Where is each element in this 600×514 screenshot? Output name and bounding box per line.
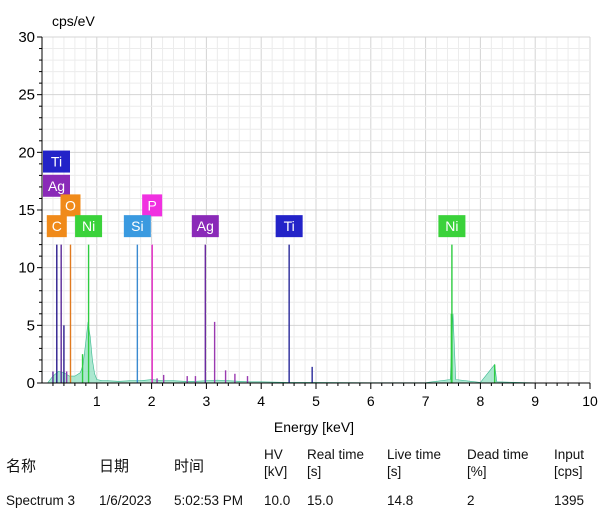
header-real-time-unit: [s]	[307, 464, 322, 479]
cell-name: Spectrum 3	[6, 493, 76, 508]
element-label-box	[275, 215, 303, 238]
x-tick-label: 2	[148, 393, 156, 409]
element-label-box	[43, 174, 70, 197]
cell-dead-time: 2	[467, 493, 475, 508]
element-label-box	[75, 215, 103, 238]
header-date: 日期	[99, 458, 130, 475]
chart-grid	[42, 36, 591, 383]
y-tick-label: 15	[18, 202, 35, 219]
header-live-time-unit: [s]	[387, 464, 402, 479]
header-input-unit: [cps]	[554, 464, 583, 479]
cell-live-time: 14.8	[387, 493, 414, 508]
y-tick-label: 30	[18, 29, 35, 46]
cell-time: 5:02:53 PM	[174, 493, 244, 508]
header-real-time: Real time	[307, 447, 365, 462]
peak-lines	[52, 244, 496, 383]
element-label-box	[123, 215, 151, 238]
x-tick-label: 4	[257, 393, 265, 409]
cell-input: 1395	[554, 493, 585, 508]
element-label-box	[46, 215, 67, 238]
element-label: Ti	[51, 154, 62, 170]
y-tick-label: 10	[18, 260, 35, 277]
y-tick-label: 25	[18, 87, 35, 104]
header-live-time: Live time	[387, 447, 442, 462]
y-tick-label: 5	[27, 317, 35, 334]
element-label: Ti	[284, 218, 295, 234]
element-label: O	[65, 197, 76, 213]
element-label-box	[43, 150, 70, 173]
y-tick-label: 20	[18, 144, 35, 161]
element-label-box	[60, 194, 81, 217]
x-tick-label: 5	[312, 393, 320, 409]
x-tick-label: 3	[203, 393, 211, 409]
x-axis-label: Energy [keV]	[274, 419, 354, 435]
element-label-box	[142, 194, 163, 217]
cell-real-time: 15.0	[307, 493, 334, 508]
header-dead-time: Dead time	[467, 447, 529, 462]
x-tick-label: 10	[582, 393, 598, 409]
spectrum-table: 名称 日期 时间 HV [kV] Real time [s] Live time…	[0, 440, 600, 514]
element-label-box	[438, 215, 466, 238]
y-axis-label: cps/eV	[52, 13, 95, 29]
x-tick-label: 9	[531, 393, 539, 409]
header-time: 时间	[174, 458, 205, 475]
header-hv: HV	[264, 447, 283, 462]
element-label: Ni	[82, 218, 95, 234]
header-input: Input	[554, 447, 585, 462]
element-label-box	[191, 215, 219, 238]
element-label: Ag	[48, 178, 65, 194]
x-tick-label: 7	[422, 393, 430, 409]
y-tick-label: 0	[27, 375, 35, 392]
header-hv-unit: [kV]	[264, 464, 288, 479]
header-dead-time-unit: [%]	[467, 464, 487, 479]
cell-date: 1/6/2023	[99, 493, 152, 508]
element-label: P	[147, 197, 156, 213]
cell-hv: 10.0	[264, 493, 291, 508]
header-name: 名称	[6, 458, 37, 475]
x-tick-label: 6	[367, 393, 375, 409]
element-label: Ag	[197, 218, 214, 234]
element-label: C	[52, 218, 62, 234]
element-label: Ni	[445, 218, 458, 234]
x-tick-label: 1	[93, 393, 101, 409]
element-label: Si	[131, 218, 143, 234]
x-tick-label: 8	[477, 393, 485, 409]
chart-axes: 0 5 10 15 20 25 30 1 2 3 4 5 6 7 8 9 10	[18, 29, 598, 409]
